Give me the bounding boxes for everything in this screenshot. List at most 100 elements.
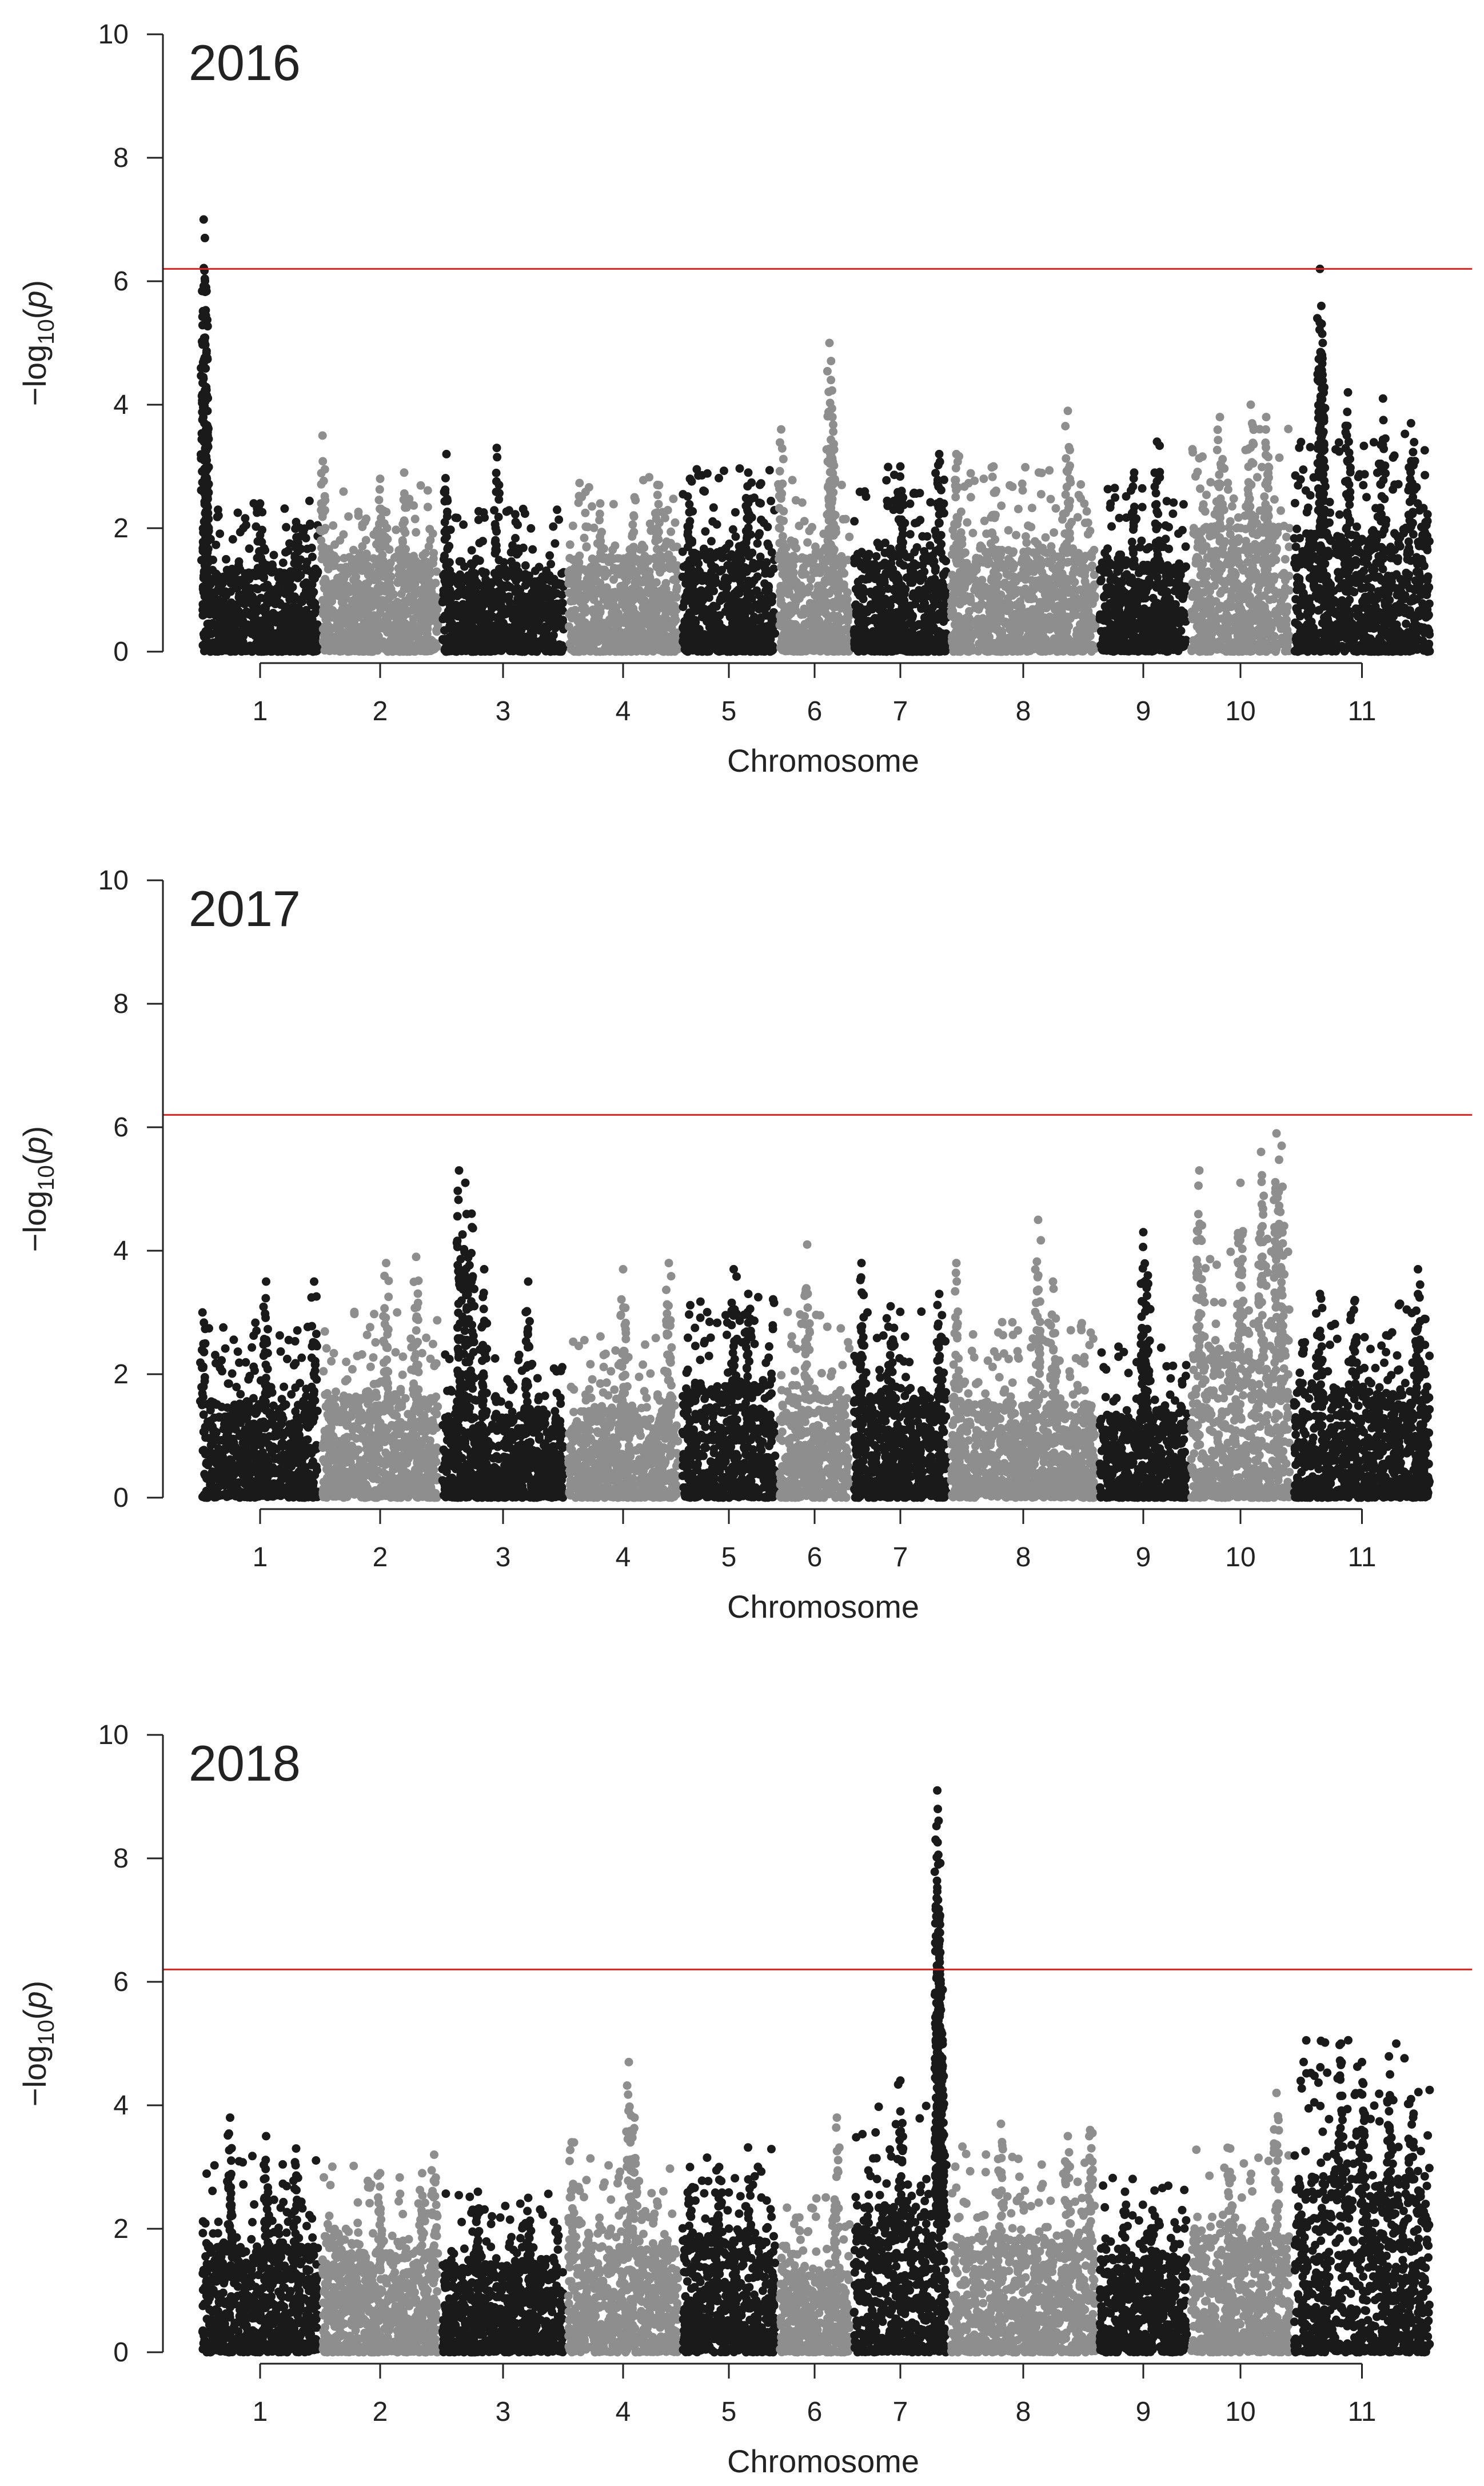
snp-point — [546, 589, 555, 598]
snp-point — [828, 494, 837, 504]
snp-point — [327, 612, 336, 621]
snp-point — [228, 535, 237, 544]
snp-point — [789, 552, 798, 561]
snp-point — [653, 620, 663, 629]
snp-point — [528, 545, 537, 554]
snp-point — [256, 530, 265, 540]
snp-point — [715, 473, 723, 482]
snp-point — [640, 613, 649, 623]
snp-point — [661, 578, 671, 588]
snp-point — [861, 575, 870, 584]
snp-point — [397, 589, 406, 598]
snp-point — [581, 508, 590, 517]
snp-point — [440, 535, 449, 544]
snp-point — [439, 590, 448, 599]
snp-point — [829, 445, 839, 454]
snp-point — [703, 469, 712, 478]
snp-point — [736, 569, 745, 578]
snp-point — [467, 546, 476, 555]
snp-point — [212, 601, 221, 610]
snp-point — [614, 564, 623, 573]
snp-point — [400, 516, 409, 525]
snp-point — [510, 643, 520, 652]
snp-point — [584, 483, 593, 492]
snp-point — [709, 503, 718, 512]
snp-point — [236, 565, 245, 574]
peak-point — [492, 444, 501, 453]
snp-point — [411, 588, 420, 597]
snp-point — [541, 573, 550, 582]
snp-point — [823, 366, 832, 376]
snp-point — [654, 527, 663, 536]
snp-point — [533, 625, 542, 635]
snp-point — [480, 513, 489, 522]
snp-point — [203, 353, 212, 362]
snp-point — [826, 516, 835, 525]
snp-point — [205, 645, 214, 654]
snp-point — [649, 613, 658, 622]
snp-point — [241, 514, 250, 523]
snp-point — [735, 639, 744, 648]
snp-point — [667, 527, 676, 536]
snp-point — [472, 641, 481, 650]
snp-point — [603, 601, 612, 610]
snp-point — [763, 522, 772, 532]
snp-point — [226, 578, 236, 588]
snp-point — [524, 607, 533, 616]
snp-point — [744, 523, 753, 532]
snp-point — [608, 612, 617, 621]
snp-point — [629, 542, 639, 552]
snp-point — [254, 605, 264, 614]
snp-point — [788, 539, 797, 548]
chromosome-2-points — [316, 431, 442, 656]
snp-point — [203, 494, 212, 504]
snp-point — [685, 500, 694, 509]
snp-point — [514, 544, 522, 553]
snp-point — [280, 504, 289, 513]
snp-point — [735, 464, 744, 473]
snp-point — [378, 637, 388, 646]
snp-point — [518, 504, 528, 513]
snp-point — [208, 588, 217, 597]
snp-point — [549, 522, 558, 531]
snp-point — [828, 527, 837, 536]
snp-point — [746, 606, 755, 615]
snp-point — [474, 506, 483, 516]
snp-point — [213, 645, 221, 654]
snp-point — [738, 627, 747, 636]
snp-point — [735, 555, 744, 564]
snp-point — [554, 515, 564, 524]
snp-point — [753, 539, 762, 548]
snp-point — [422, 629, 432, 639]
snp-point — [328, 584, 337, 593]
snp-point — [460, 562, 469, 571]
peak-point — [777, 425, 785, 434]
snp-point — [510, 510, 520, 519]
snp-point — [748, 629, 757, 639]
snp-point — [719, 466, 728, 476]
snp-point — [440, 569, 449, 578]
snp-point — [512, 561, 521, 570]
snp-point — [655, 518, 664, 528]
snp-point — [728, 565, 737, 574]
snp-point — [939, 570, 948, 579]
snp-point — [620, 581, 629, 590]
snp-point — [669, 542, 678, 552]
snp-point — [360, 618, 369, 627]
snp-point — [704, 585, 713, 594]
snp-point — [340, 554, 349, 562]
snp-point — [440, 497, 449, 506]
snp-point — [258, 619, 267, 628]
snp-point — [277, 623, 286, 632]
snp-point — [274, 645, 283, 654]
snp-point — [478, 537, 487, 546]
snp-point — [757, 515, 765, 524]
snp-point — [203, 316, 212, 325]
chromosome-5-points — [678, 464, 780, 656]
snp-point — [939, 617, 948, 626]
snp-point — [305, 496, 314, 505]
snp-point — [304, 584, 313, 593]
snp-point — [338, 585, 347, 594]
snp-point — [679, 621, 688, 631]
